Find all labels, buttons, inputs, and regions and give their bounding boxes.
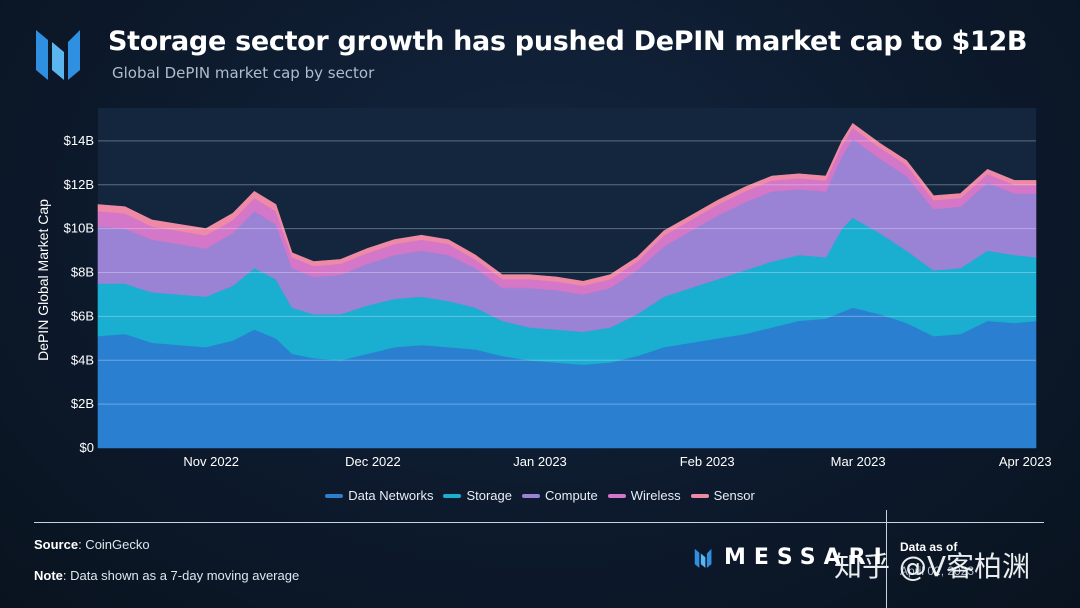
y-tick-label: $4B bbox=[71, 352, 94, 367]
y-axis-label: DePIN Global Market Cap bbox=[35, 199, 51, 361]
y-tick-label: $10B bbox=[64, 221, 94, 236]
legend-item: Data Networks bbox=[325, 488, 433, 503]
messari-mark-icon bbox=[694, 548, 712, 568]
legend-swatch bbox=[325, 493, 344, 498]
chart-title: Storage sector growth has pushed DePIN m… bbox=[108, 26, 1028, 57]
legend-swatch bbox=[443, 493, 462, 498]
legend-swatch bbox=[607, 493, 626, 498]
y-tick-label: $12B bbox=[64, 177, 94, 192]
area-sensor bbox=[97, 122, 1037, 287]
x-tick-label: Mar 2023 bbox=[831, 454, 886, 469]
legend-label: Compute bbox=[545, 488, 598, 503]
brand-name: MESSARI bbox=[724, 545, 890, 570]
x-tick-label: Feb 2023 bbox=[680, 454, 735, 469]
data-as-of-date: April 02, 2023 bbox=[900, 564, 975, 578]
legend-item: Sensor bbox=[690, 488, 755, 503]
legend-label: Wireless bbox=[630, 488, 681, 503]
y-tick-label: $6B bbox=[71, 308, 94, 323]
x-tick-label: Apr 2023 bbox=[999, 454, 1052, 469]
legend-label: Storage bbox=[466, 488, 512, 503]
footer-divider bbox=[34, 522, 1044, 523]
source-value: : CoinGecko bbox=[78, 537, 150, 552]
data-as-of-label: Data as of bbox=[900, 540, 958, 554]
y-tick-label: $0 bbox=[80, 440, 94, 455]
source-line: Source: CoinGecko bbox=[34, 537, 150, 552]
y-tick-label: $2B bbox=[71, 396, 94, 411]
x-tick-label: Dec 2022 bbox=[345, 454, 401, 469]
note-line: Note: Data shown as a 7-day moving avera… bbox=[34, 568, 299, 583]
legend-label: Data Networks bbox=[348, 488, 434, 503]
legend-label: Sensor bbox=[713, 488, 755, 503]
x-tick-label: Jan 2023 bbox=[513, 454, 567, 469]
legend-item: Storage bbox=[443, 488, 512, 503]
note-value: : Data shown as a 7-day moving average bbox=[62, 568, 300, 583]
y-tick-label: $8B bbox=[71, 265, 94, 280]
footer-vertical-divider bbox=[886, 510, 887, 608]
source-label: Source bbox=[34, 537, 79, 552]
chart-subtitle: Global DePIN market cap by sector bbox=[112, 64, 375, 82]
chart-legend: Data Networks Storage Compute Wireless Senso… bbox=[0, 488, 1080, 503]
note-label: Note bbox=[34, 568, 63, 583]
area-chart: $0 $2B $4B $6B $8B $10B $12B $14B Nov 2022 Dec 20… bbox=[35, 108, 1052, 469]
y-tick-label: $14B bbox=[64, 133, 94, 148]
watermark: 知乎 @V客柏渊 bbox=[834, 550, 1031, 583]
messari-logo-icon bbox=[36, 30, 80, 80]
x-tick-label: Nov 2022 bbox=[183, 454, 239, 469]
legend-item: Compute bbox=[522, 488, 598, 503]
legend-swatch bbox=[690, 493, 709, 498]
legend-item: Wireless bbox=[607, 488, 681, 503]
legend-swatch bbox=[522, 493, 540, 498]
brand: MESSARI bbox=[694, 545, 890, 570]
